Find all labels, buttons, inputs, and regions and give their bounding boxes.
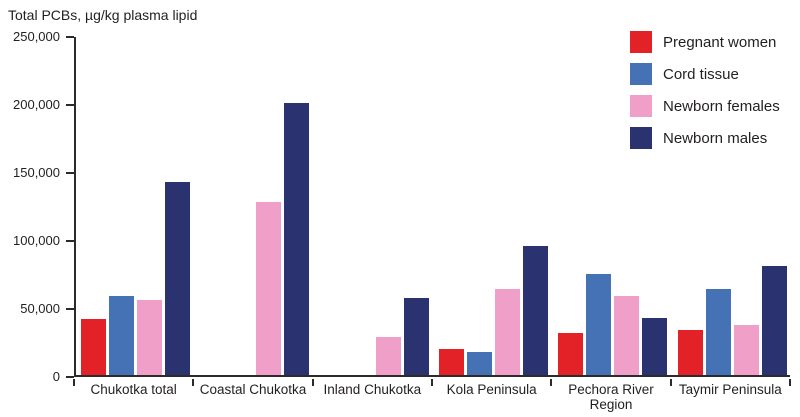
category-label: Coastal Chukotka: [199, 382, 307, 397]
y-tick-label: 150,000: [13, 165, 60, 180]
legend-item: Cord tissue: [630, 63, 780, 85]
bar-newborn-males: [284, 103, 310, 375]
bar-newborn-males: [642, 317, 668, 375]
bar-newborn-males: [761, 266, 787, 375]
bar-newborn-females: [375, 336, 401, 375]
x-axis-tick: [669, 379, 672, 386]
bar-newborn-females: [256, 202, 282, 375]
x-axis-tick: [431, 379, 433, 386]
legend-label: Newborn females: [663, 97, 780, 115]
legend-swatch: [630, 127, 652, 149]
bar-pregnant-women: [439, 349, 465, 375]
category-label: Kola Peninsula: [446, 382, 537, 397]
bar-newborn-females: [137, 300, 163, 375]
x-axis-tick: [789, 379, 791, 386]
y-tick-label: 50,000: [20, 301, 60, 316]
legend-item: Newborn females: [630, 95, 780, 117]
legend: Pregnant women Cord tissue Newborn females…: [630, 31, 780, 159]
y-axis-tick: [66, 172, 74, 174]
legend-label: Newborn males: [663, 129, 768, 147]
chart-title: Total PCBs, µg/kg plasma lipid: [8, 7, 198, 23]
category-label: Taymir Peninsula: [678, 382, 782, 397]
category-label: Chukotka total: [90, 382, 177, 397]
bar-group: [76, 37, 195, 375]
bar-newborn-males: [523, 245, 549, 375]
bar-newborn-males: [165, 181, 191, 375]
y-axis-tick: [66, 308, 74, 310]
bar-cord-tissue: [586, 274, 612, 375]
y-axis-tick: [66, 240, 74, 242]
category-label: Inland Chukotka: [323, 382, 422, 397]
legend-swatch: [630, 31, 652, 53]
x-axis-tick: [192, 379, 195, 386]
y-axis-tick: [66, 36, 74, 38]
plot-area: [74, 37, 790, 377]
x-axis-tick: [550, 379, 553, 386]
bar-pregnant-women: [81, 319, 107, 375]
bar-group: [315, 37, 434, 375]
bar-group: [195, 37, 314, 375]
legend-item: Pregnant women: [630, 31, 780, 53]
y-tick-label: 250,000: [13, 29, 60, 44]
bar-group: [434, 37, 553, 375]
bar-pregnant-women: [677, 330, 703, 375]
y-tick-label: 100,000: [13, 233, 60, 248]
legend-label: Cord tissue: [663, 65, 739, 83]
bar-pregnant-women: [558, 332, 584, 375]
bar-cord-tissue: [705, 289, 731, 375]
bar-cord-tissue: [109, 296, 135, 375]
x-axis-tick: [311, 379, 314, 386]
legend-label: Pregnant women: [663, 33, 777, 51]
legend-swatch: [630, 95, 652, 117]
category-label: Pechora River Region: [568, 382, 654, 412]
x-axis-tick: [73, 379, 75, 386]
legend-item: Newborn males: [630, 127, 780, 149]
y-tick-label: 200,000: [13, 97, 60, 112]
bar-newborn-females: [614, 296, 640, 375]
bar-group: [673, 37, 792, 375]
bar-newborn-females: [733, 324, 759, 375]
y-axis-tick: [66, 376, 74, 378]
bar-group: [553, 37, 672, 375]
bar-cord-tissue: [467, 351, 493, 375]
y-axis-tick: [66, 104, 74, 106]
y-tick-label: 0: [52, 369, 60, 384]
bar-newborn-males: [403, 297, 429, 375]
legend-swatch: [630, 63, 652, 85]
bar-newborn-females: [495, 289, 521, 375]
